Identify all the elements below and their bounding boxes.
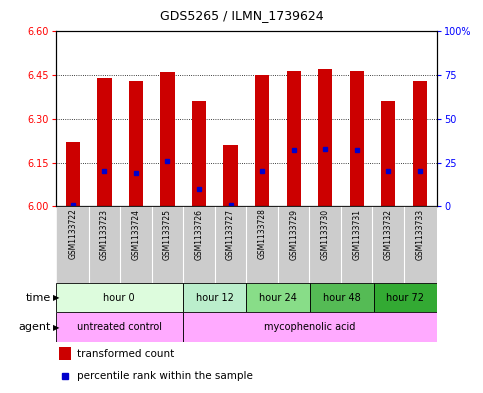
Bar xyxy=(372,206,404,283)
Bar xyxy=(59,347,71,360)
Bar xyxy=(224,145,238,206)
Text: mycophenolic acid: mycophenolic acid xyxy=(264,322,355,332)
Bar xyxy=(66,142,80,206)
Text: GSM1133724: GSM1133724 xyxy=(131,209,141,260)
Bar xyxy=(404,206,436,283)
Bar xyxy=(246,283,310,312)
Bar xyxy=(98,78,112,206)
Text: GSM1133729: GSM1133729 xyxy=(289,209,298,260)
Bar xyxy=(373,283,437,312)
Bar xyxy=(57,206,89,283)
Text: GSM1133727: GSM1133727 xyxy=(226,209,235,260)
Bar xyxy=(246,206,278,283)
Bar xyxy=(152,206,183,283)
Text: hour 0: hour 0 xyxy=(103,293,135,303)
Bar xyxy=(183,283,246,312)
Text: GSM1133723: GSM1133723 xyxy=(100,209,109,260)
Bar xyxy=(341,206,372,283)
Text: ▶: ▶ xyxy=(53,323,59,332)
Bar xyxy=(183,312,437,342)
Text: untreated control: untreated control xyxy=(77,322,162,332)
Text: GSM1133726: GSM1133726 xyxy=(195,209,203,260)
Text: GSM1133725: GSM1133725 xyxy=(163,209,172,260)
Bar xyxy=(56,312,183,342)
Text: GDS5265 / ILMN_1739624: GDS5265 / ILMN_1739624 xyxy=(160,9,323,22)
Bar xyxy=(120,206,152,283)
Text: GSM1133732: GSM1133732 xyxy=(384,209,393,260)
Text: hour 12: hour 12 xyxy=(196,293,233,303)
Text: hour 24: hour 24 xyxy=(259,293,297,303)
Text: time: time xyxy=(26,293,51,303)
Bar xyxy=(129,81,143,206)
Bar xyxy=(310,283,373,312)
Text: GSM1133730: GSM1133730 xyxy=(321,209,330,260)
Bar xyxy=(89,206,120,283)
Text: GSM1133733: GSM1133733 xyxy=(415,209,424,260)
Bar xyxy=(215,206,246,283)
Text: GSM1133731: GSM1133731 xyxy=(352,209,361,260)
Bar xyxy=(381,101,395,206)
Bar xyxy=(160,72,174,206)
Text: hour 72: hour 72 xyxy=(386,293,425,303)
Text: ▶: ▶ xyxy=(53,293,59,302)
Bar xyxy=(255,75,269,206)
Bar xyxy=(192,101,206,206)
Bar xyxy=(412,81,427,206)
Bar xyxy=(286,71,301,206)
Text: agent: agent xyxy=(18,322,51,332)
Bar xyxy=(56,283,183,312)
Bar xyxy=(350,71,364,206)
Text: GSM1133728: GSM1133728 xyxy=(257,209,267,259)
Bar xyxy=(318,69,332,206)
Bar xyxy=(183,206,215,283)
Bar xyxy=(278,206,310,283)
Text: GSM1133722: GSM1133722 xyxy=(69,209,77,259)
Text: hour 48: hour 48 xyxy=(323,293,361,303)
Text: percentile rank within the sample: percentile rank within the sample xyxy=(76,371,253,381)
Bar xyxy=(310,206,341,283)
Text: transformed count: transformed count xyxy=(76,349,174,359)
